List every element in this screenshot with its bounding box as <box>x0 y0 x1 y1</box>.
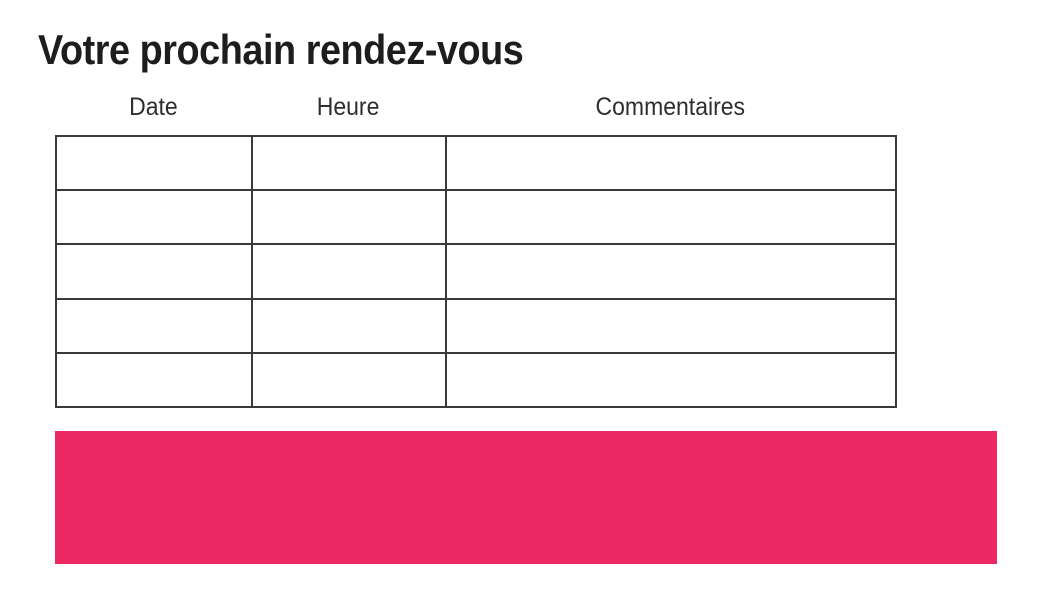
table-row <box>55 189 897 246</box>
column-header-heure-label: Heure <box>316 93 380 121</box>
column-header-commentaires-label: Commentaires <box>595 93 745 121</box>
table-row <box>55 243 897 300</box>
column-header-heure: Heure <box>251 92 445 122</box>
table-row <box>55 297 897 354</box>
table-cell <box>55 243 253 300</box>
table-cell <box>445 297 897 354</box>
column-header-date: Date <box>55 92 251 122</box>
table-cell <box>445 243 897 300</box>
table-cell <box>55 189 253 246</box>
table-cell <box>55 134 253 192</box>
appointments-table-body <box>55 134 897 409</box>
column-header-date-label: Date <box>128 93 178 121</box>
table-row <box>55 134 897 192</box>
column-header-commentaires: Commentaires <box>445 92 895 122</box>
table-cell <box>251 243 447 300</box>
table-cell <box>55 297 253 354</box>
table-cell <box>251 134 447 192</box>
page-title: Votre prochain rendez-vous <box>38 26 524 73</box>
table-cell <box>251 351 447 409</box>
table-cell <box>445 134 897 192</box>
table-cell <box>251 297 447 354</box>
table-cell <box>55 351 253 409</box>
pink-banner <box>55 431 997 564</box>
table-header-row: Date Heure Commentaires <box>55 92 895 122</box>
table-row <box>55 351 897 409</box>
table-cell <box>445 189 897 246</box>
table-cell <box>445 351 897 409</box>
table-cell <box>251 189 447 246</box>
appointments-table <box>55 134 897 409</box>
